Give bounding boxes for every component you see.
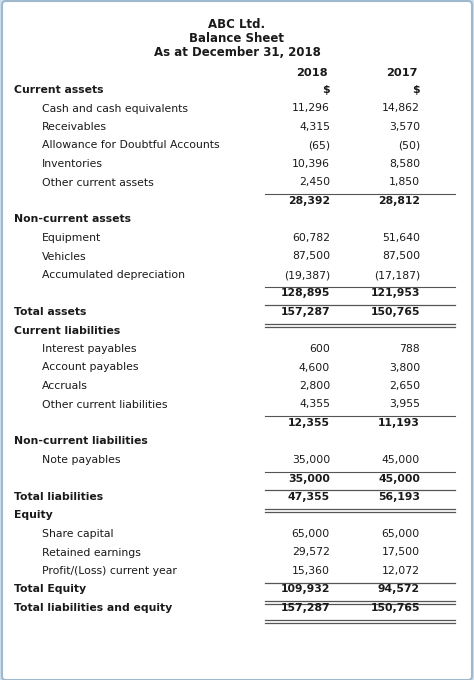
Text: 109,932: 109,932 — [281, 585, 330, 594]
Text: Total liabilities: Total liabilities — [14, 492, 103, 502]
Text: 12,355: 12,355 — [288, 418, 330, 428]
Text: 157,287: 157,287 — [281, 603, 330, 613]
Text: 121,953: 121,953 — [371, 288, 420, 299]
Text: 51,640: 51,640 — [382, 233, 420, 243]
Text: 3,800: 3,800 — [389, 362, 420, 373]
Text: 47,355: 47,355 — [288, 492, 330, 502]
Text: 28,392: 28,392 — [288, 196, 330, 206]
Text: 94,572: 94,572 — [378, 585, 420, 594]
Text: 150,765: 150,765 — [371, 307, 420, 317]
Text: 3,955: 3,955 — [389, 400, 420, 409]
Text: Retained earnings: Retained earnings — [42, 547, 141, 558]
Text: 157,287: 157,287 — [281, 307, 330, 317]
Text: (65): (65) — [308, 141, 330, 150]
Text: Non-current assets: Non-current assets — [14, 214, 131, 224]
Text: 29,572: 29,572 — [292, 547, 330, 558]
Text: Inventories: Inventories — [42, 159, 103, 169]
Text: 45,000: 45,000 — [378, 473, 420, 483]
Text: 788: 788 — [400, 344, 420, 354]
Text: (19,387): (19,387) — [284, 270, 330, 280]
Text: Note payables: Note payables — [42, 455, 120, 465]
Text: 2018: 2018 — [296, 68, 328, 78]
Text: Accumulated depreciation: Accumulated depreciation — [42, 270, 185, 280]
Text: 600: 600 — [309, 344, 330, 354]
Text: $: $ — [322, 85, 330, 95]
Text: 60,782: 60,782 — [292, 233, 330, 243]
Text: 35,000: 35,000 — [292, 455, 330, 465]
Text: Share capital: Share capital — [42, 529, 113, 539]
Text: 14,862: 14,862 — [382, 103, 420, 114]
Text: 45,000: 45,000 — [382, 455, 420, 465]
Text: Other current liabilities: Other current liabilities — [42, 400, 167, 409]
Text: Equity: Equity — [14, 511, 53, 520]
Text: 8,580: 8,580 — [389, 159, 420, 169]
Text: 4,355: 4,355 — [299, 400, 330, 409]
Text: Vehicles: Vehicles — [42, 252, 87, 262]
Text: 128,895: 128,895 — [281, 288, 330, 299]
Text: Equipment: Equipment — [42, 233, 101, 243]
Text: 3,570: 3,570 — [389, 122, 420, 132]
Text: Allowance for Doubtful Accounts: Allowance for Doubtful Accounts — [42, 141, 219, 150]
Text: 28,812: 28,812 — [378, 196, 420, 206]
Text: 10,396: 10,396 — [292, 159, 330, 169]
Text: Profit/(Loss) current year: Profit/(Loss) current year — [42, 566, 177, 576]
Text: Receivables: Receivables — [42, 122, 107, 132]
Text: $: $ — [412, 85, 420, 95]
Text: Balance Sheet: Balance Sheet — [190, 32, 284, 45]
Text: 4,600: 4,600 — [299, 362, 330, 373]
Text: Current liabilities: Current liabilities — [14, 326, 120, 335]
Text: Interest payables: Interest payables — [42, 344, 137, 354]
Text: (50): (50) — [398, 141, 420, 150]
Text: Non-current liabilities: Non-current liabilities — [14, 437, 148, 447]
Text: Account payables: Account payables — [42, 362, 138, 373]
Text: 35,000: 35,000 — [288, 473, 330, 483]
Text: Accruals: Accruals — [42, 381, 88, 391]
Text: 15,360: 15,360 — [292, 566, 330, 576]
Text: 2,800: 2,800 — [299, 381, 330, 391]
Text: 12,072: 12,072 — [382, 566, 420, 576]
Text: 65,000: 65,000 — [292, 529, 330, 539]
Text: Current assets: Current assets — [14, 85, 103, 95]
Text: 56,193: 56,193 — [378, 492, 420, 502]
Text: As at December 31, 2018: As at December 31, 2018 — [154, 46, 320, 59]
Text: 2,450: 2,450 — [299, 177, 330, 188]
Text: ABC Ltd.: ABC Ltd. — [209, 18, 265, 31]
Text: Cash and cash equivalents: Cash and cash equivalents — [42, 103, 188, 114]
Text: 87,500: 87,500 — [292, 252, 330, 262]
Text: 1,850: 1,850 — [389, 177, 420, 188]
Text: 87,500: 87,500 — [382, 252, 420, 262]
Text: (17,187): (17,187) — [374, 270, 420, 280]
Text: Total assets: Total assets — [14, 307, 86, 317]
Text: 4,315: 4,315 — [299, 122, 330, 132]
Text: 2,650: 2,650 — [389, 381, 420, 391]
Text: 17,500: 17,500 — [382, 547, 420, 558]
Text: 11,193: 11,193 — [378, 418, 420, 428]
Text: Other current assets: Other current assets — [42, 177, 154, 188]
Text: 2017: 2017 — [386, 68, 418, 78]
Text: Total liabilities and equity: Total liabilities and equity — [14, 603, 172, 613]
Text: Total Equity: Total Equity — [14, 585, 86, 594]
Text: 11,296: 11,296 — [292, 103, 330, 114]
Text: 65,000: 65,000 — [382, 529, 420, 539]
Text: 150,765: 150,765 — [371, 603, 420, 613]
